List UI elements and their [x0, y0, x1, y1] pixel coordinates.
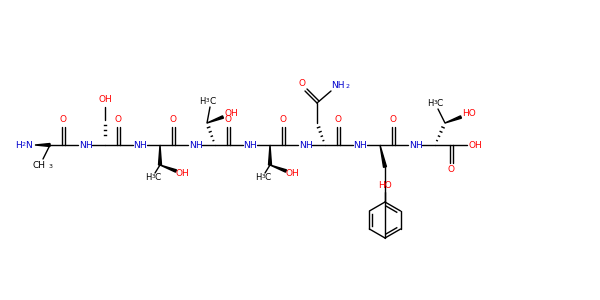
Polygon shape	[445, 116, 461, 123]
Text: OH: OH	[175, 169, 189, 178]
Polygon shape	[160, 165, 176, 172]
Text: H: H	[359, 140, 367, 149]
Text: H: H	[14, 140, 22, 149]
Text: N: N	[299, 140, 305, 149]
Text: C: C	[210, 97, 216, 106]
Text: 3: 3	[49, 164, 53, 169]
Text: OH: OH	[285, 169, 299, 178]
Text: N: N	[134, 140, 140, 149]
Text: H: H	[140, 140, 146, 149]
Text: 3: 3	[433, 100, 437, 106]
Polygon shape	[380, 145, 386, 167]
Text: 3: 3	[205, 98, 209, 104]
Text: H: H	[427, 98, 433, 107]
Text: H: H	[415, 140, 421, 149]
Text: N: N	[79, 140, 85, 149]
Text: O: O	[389, 116, 397, 124]
Text: N: N	[353, 140, 361, 149]
Text: C: C	[265, 172, 271, 182]
Polygon shape	[35, 143, 50, 146]
Text: O: O	[448, 166, 455, 175]
Text: HO: HO	[378, 181, 392, 190]
Text: N: N	[244, 140, 250, 149]
Polygon shape	[207, 116, 223, 123]
Polygon shape	[270, 165, 286, 172]
Text: O: O	[299, 80, 305, 88]
Text: NH: NH	[331, 82, 345, 91]
Text: O: O	[115, 116, 121, 124]
Polygon shape	[158, 145, 161, 165]
Text: O: O	[335, 116, 341, 124]
Text: H: H	[194, 140, 202, 149]
Text: 3: 3	[261, 175, 265, 179]
Polygon shape	[269, 145, 271, 165]
Text: O: O	[170, 116, 176, 124]
Text: C: C	[437, 98, 443, 107]
Text: 2: 2	[21, 142, 25, 146]
Text: H: H	[305, 140, 311, 149]
Text: CH: CH	[32, 161, 46, 170]
Text: N: N	[25, 140, 31, 149]
Text: H: H	[199, 97, 205, 106]
Text: H: H	[85, 140, 91, 149]
Text: OH: OH	[224, 110, 238, 118]
Text: N: N	[409, 140, 415, 149]
Text: O: O	[224, 116, 232, 124]
Text: H: H	[255, 172, 261, 182]
Text: O: O	[280, 116, 287, 124]
Text: H: H	[250, 140, 256, 149]
Text: OH: OH	[98, 94, 112, 103]
Text: N: N	[188, 140, 196, 149]
Text: C: C	[155, 172, 161, 182]
Text: OH: OH	[468, 140, 482, 149]
Text: HO: HO	[462, 110, 476, 118]
Text: 2: 2	[346, 83, 350, 88]
Text: O: O	[59, 116, 67, 124]
Text: 3: 3	[151, 175, 155, 179]
Text: H: H	[145, 172, 151, 182]
